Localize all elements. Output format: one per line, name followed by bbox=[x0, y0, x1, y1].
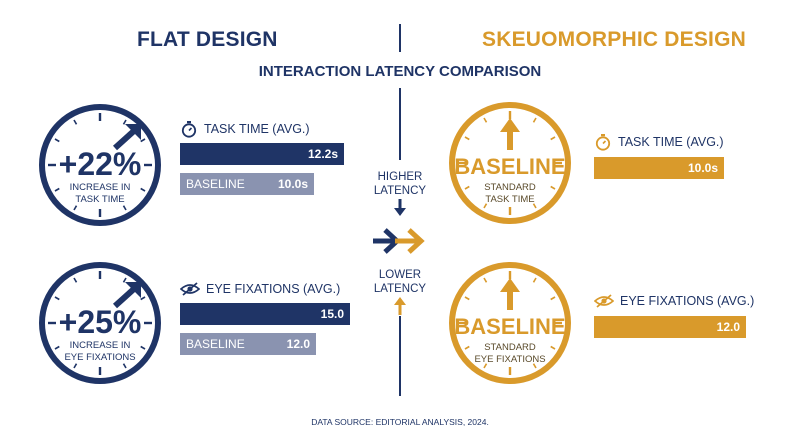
top-divider bbox=[399, 24, 401, 52]
higher-latency-label: HIGHER LATENCY bbox=[360, 170, 440, 198]
skeuo-task-bar: 10.0s bbox=[594, 157, 724, 179]
flat-task-gauge-value: +22% bbox=[58, 146, 142, 182]
flat-task-bar: 12.2s bbox=[180, 143, 344, 165]
gauge-tick bbox=[550, 185, 556, 190]
flat-task-gauge-caption-1: INCREASE IN bbox=[69, 182, 131, 193]
arrow-up-right-icon bbox=[112, 282, 141, 309]
skeuo-task-gauge-caption-2: TASK TIME bbox=[485, 194, 535, 205]
lower-latency-label: LOWER LATENCY bbox=[360, 268, 440, 296]
gauge-tick bbox=[122, 205, 127, 211]
gauge-tick bbox=[532, 277, 537, 283]
flat-task-baseline-label: BASELINE bbox=[186, 177, 245, 191]
gauge-tick bbox=[140, 296, 146, 301]
skeuo-fixations-gauge-value: BASELINE bbox=[454, 314, 566, 339]
skeuo-task-gauge-caption-1: STANDARD bbox=[484, 182, 536, 193]
gauge-tick bbox=[483, 203, 488, 209]
gauge-tick bbox=[464, 345, 470, 350]
chevrons-right-icon bbox=[373, 228, 425, 254]
center-divider-lower bbox=[399, 316, 401, 396]
gauge-tick bbox=[532, 117, 537, 123]
stopwatch-icon bbox=[595, 134, 611, 151]
skeuo-fixations-gauge-caption-2: EYE FIXATIONS bbox=[474, 354, 546, 365]
gauge-tick bbox=[54, 138, 60, 143]
skeuo-task-bar-value: 10.0s bbox=[687, 161, 718, 175]
gauge-tick bbox=[532, 363, 537, 369]
flat-task-baseline-bar: BASELINE 10.0s bbox=[180, 173, 314, 195]
flat-fixations-metric: EYE FIXATIONS (AVG.) bbox=[180, 281, 340, 297]
skeuo-task-gauge-value: BASELINE bbox=[454, 154, 566, 179]
higher-latency-line-1: HIGHER bbox=[377, 171, 423, 183]
arrow-up-icon bbox=[394, 297, 406, 315]
flat-fixations-bar-value: 15.0 bbox=[320, 307, 344, 321]
flat-task-metric: TASK TIME (AVG.) bbox=[180, 120, 310, 138]
gauge-tick bbox=[483, 117, 488, 123]
gauge-tick bbox=[550, 345, 556, 350]
gauge-tick bbox=[464, 136, 470, 141]
arrow-up-icon bbox=[500, 278, 520, 310]
gauge-tick bbox=[483, 277, 488, 283]
lower-latency-line-2: LATENCY bbox=[373, 283, 427, 295]
skeuomorphic-design-title: SKEUOMORPHIC DESIGN bbox=[482, 28, 746, 51]
gauge-tick bbox=[532, 203, 537, 209]
gauge-tick bbox=[550, 136, 556, 141]
lower-latency-line-1: LOWER bbox=[378, 269, 422, 281]
center-divider-upper bbox=[399, 88, 401, 160]
chart-subtitle: INTERACTION LATENCY COMPARISON bbox=[258, 63, 542, 80]
flat-fixations-gauge-caption-2: EYE FIXATIONS bbox=[64, 352, 136, 363]
gauge-tick bbox=[73, 363, 78, 369]
flat-task-bar-value: 12.2s bbox=[307, 147, 338, 161]
flat-task-gauge bbox=[39, 104, 161, 226]
gauge-tick bbox=[140, 187, 146, 192]
gauge-tick bbox=[54, 296, 60, 301]
skeuo-fixations-bar-value: 12.0 bbox=[716, 320, 740, 334]
stopwatch-icon bbox=[181, 121, 197, 138]
gauge-tick bbox=[122, 363, 127, 369]
skeuo-fixations-bar: 12.0 bbox=[594, 316, 746, 338]
skeuo-fixations-metric-label: EYE FIXATIONS (AVG.) bbox=[620, 294, 755, 308]
gauge-tick bbox=[54, 187, 60, 192]
gauge-tick bbox=[54, 345, 60, 350]
flat-task-baseline-value: 10.0s bbox=[277, 177, 308, 191]
flat-fixations-metric-label: EYE FIXATIONS (AVG.) bbox=[206, 282, 341, 296]
gauge-tick bbox=[73, 277, 78, 283]
gauge-tick bbox=[140, 138, 146, 143]
flat-fixations-baseline-label: BASELINE bbox=[186, 337, 245, 351]
flat-fixations-baseline-bar: BASELINE 12.0 bbox=[180, 333, 316, 355]
gauge-tick bbox=[73, 205, 78, 211]
flat-task-metric-label: TASK TIME (AVG.) bbox=[204, 122, 310, 136]
gauge-tick bbox=[122, 277, 127, 283]
gauge-tick bbox=[464, 185, 470, 190]
data-source-note: DATA SOURCE: EDITORIAL ANALYSIS, 2024. bbox=[311, 417, 489, 427]
gauge-tick bbox=[140, 345, 146, 350]
arrow-up-right-icon bbox=[112, 124, 141, 151]
arrow-up-icon bbox=[500, 118, 520, 150]
skeuo-fixations-gauge-caption-1: STANDARD bbox=[484, 342, 536, 353]
flat-task-gauge-caption-2: TASK TIME bbox=[75, 194, 125, 205]
arrow-down-icon bbox=[394, 199, 406, 216]
skeuo-task-metric-label: TASK TIME (AVG.) bbox=[618, 135, 724, 149]
flat-fixations-gauge-value: +25% bbox=[58, 304, 142, 340]
eye-slash-icon bbox=[180, 282, 200, 296]
flat-fixations-baseline-value: 12.0 bbox=[286, 337, 310, 351]
gauge-tick bbox=[73, 119, 78, 125]
flat-fixations-gauge-caption-1: INCREASE IN bbox=[69, 340, 131, 351]
gauge-tick bbox=[122, 119, 127, 125]
gauge-tick bbox=[550, 296, 556, 301]
flat-fixations-bar: 15.0 bbox=[180, 303, 350, 325]
skeuo-fixations-gauge bbox=[449, 262, 571, 384]
gauge-tick bbox=[483, 363, 488, 369]
skeuo-task-gauge bbox=[449, 102, 571, 224]
skeuo-fixations-metric: EYE FIXATIONS (AVG.) bbox=[594, 293, 754, 309]
flat-design-title: FLAT DESIGN bbox=[137, 28, 278, 51]
eye-slash-icon bbox=[594, 294, 614, 308]
higher-latency-line-2: LATENCY bbox=[373, 185, 427, 197]
gauge-tick bbox=[464, 296, 470, 301]
flat-fixations-gauge bbox=[39, 262, 161, 384]
skeuo-task-metric: TASK TIME (AVG.) bbox=[594, 133, 724, 151]
